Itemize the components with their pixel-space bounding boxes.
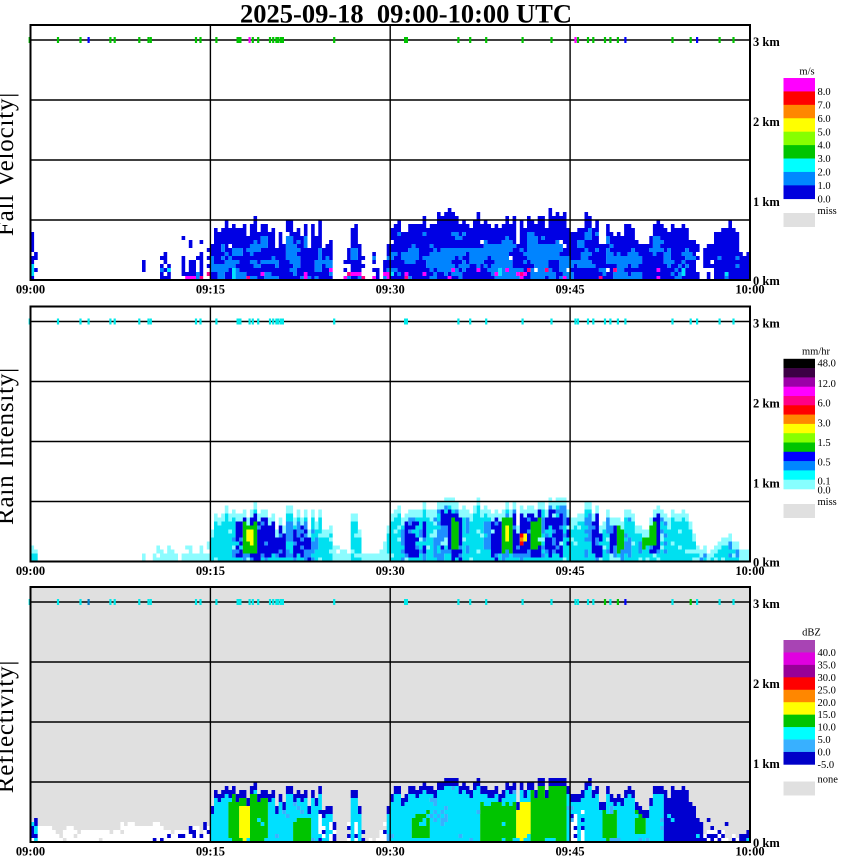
svg-text:40.0: 40.0	[818, 648, 836, 659]
svg-text:2025-09-18 09:00-10:00 UTC: 2025-09-18 09:00-10:00 UTC	[240, 0, 572, 29]
svg-text:10:00: 10:00	[735, 283, 764, 297]
svg-text:Reflectivity|: Reflectivity|	[0, 660, 19, 793]
svg-text:3 km: 3 km	[753, 35, 780, 49]
svg-text:6.0: 6.0	[818, 399, 831, 410]
svg-text:09:45: 09:45	[556, 845, 585, 859]
svg-text:2 km: 2 km	[753, 115, 780, 129]
svg-text:10:00: 10:00	[735, 564, 764, 578]
svg-text:0.0: 0.0	[818, 194, 831, 205]
svg-text:miss: miss	[818, 206, 837, 217]
svg-text:09:30: 09:30	[376, 845, 405, 859]
svg-text:1 km: 1 km	[753, 477, 780, 491]
svg-text:09:15: 09:15	[196, 283, 225, 297]
svg-text:-5.0: -5.0	[818, 760, 835, 771]
svg-text:09:00: 09:00	[16, 283, 45, 297]
svg-text:m/s: m/s	[799, 67, 814, 78]
svg-text:none: none	[818, 775, 839, 786]
svg-text:miss: miss	[818, 497, 837, 508]
svg-text:0.1: 0.1	[818, 477, 831, 488]
svg-text:20.0: 20.0	[818, 698, 836, 709]
svg-text:0 km: 0 km	[753, 836, 780, 850]
svg-text:09:45: 09:45	[556, 283, 585, 297]
svg-text:10:00: 10:00	[735, 845, 764, 859]
svg-text:3 km: 3 km	[753, 317, 780, 331]
svg-text:2.0: 2.0	[818, 168, 831, 179]
svg-text:0.0: 0.0	[818, 748, 831, 759]
svg-text:1 km: 1 km	[753, 195, 780, 209]
svg-text:0 km: 0 km	[753, 274, 780, 288]
svg-text:2 km: 2 km	[753, 677, 780, 691]
svg-text:35.0: 35.0	[818, 660, 836, 671]
svg-text:48.0: 48.0	[818, 359, 836, 370]
svg-text:2 km: 2 km	[753, 397, 780, 411]
svg-text:dBZ: dBZ	[802, 628, 821, 639]
svg-text:25.0: 25.0	[818, 685, 836, 696]
svg-text:Rain Intensity|: Rain Intensity|	[0, 367, 19, 525]
svg-text:1.0: 1.0	[818, 181, 831, 192]
svg-text:3 km: 3 km	[753, 597, 780, 611]
svg-text:6.0: 6.0	[818, 114, 831, 125]
svg-text:10.0: 10.0	[818, 723, 836, 734]
svg-text:5.0: 5.0	[818, 127, 831, 138]
svg-text:1.5: 1.5	[818, 438, 831, 449]
svg-text:09:15: 09:15	[196, 845, 225, 859]
svg-text:7.0: 7.0	[818, 100, 831, 111]
svg-text:5.0: 5.0	[818, 735, 831, 746]
svg-text:0 km: 0 km	[753, 556, 780, 570]
svg-text:30.0: 30.0	[818, 673, 836, 684]
svg-text:09:00: 09:00	[16, 845, 45, 859]
svg-text:09:30: 09:30	[376, 283, 405, 297]
svg-text:0.0: 0.0	[818, 485, 831, 496]
svg-text:0.5: 0.5	[818, 457, 831, 468]
svg-text:15.0: 15.0	[818, 710, 836, 721]
svg-text:3.0: 3.0	[818, 154, 831, 165]
svg-text:8.0: 8.0	[818, 87, 831, 98]
svg-text:12.0: 12.0	[818, 379, 836, 390]
svg-text:09:15: 09:15	[196, 564, 225, 578]
svg-text:09:30: 09:30	[376, 564, 405, 578]
svg-text:3.0: 3.0	[818, 418, 831, 429]
svg-text:09:00: 09:00	[16, 564, 45, 578]
svg-text:09:45: 09:45	[556, 564, 585, 578]
svg-text:1 km: 1 km	[753, 757, 780, 771]
svg-text:4.0: 4.0	[818, 141, 831, 152]
svg-text:mm/hr: mm/hr	[802, 347, 831, 358]
svg-text:Fall Velocity|: Fall Velocity|	[0, 92, 19, 236]
